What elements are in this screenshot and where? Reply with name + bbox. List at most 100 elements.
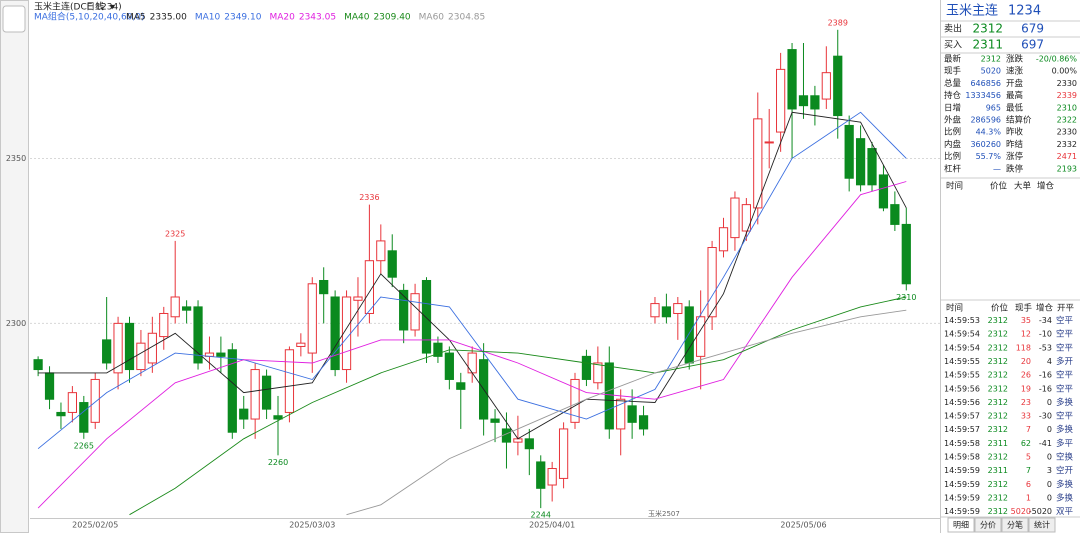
candle-body bbox=[730, 197, 740, 239]
trade-change: 3 bbox=[1047, 466, 1052, 475]
tab[interactable] bbox=[1028, 517, 1056, 533]
trade-volume: 62 bbox=[1021, 439, 1031, 448]
x-tick-label: 2025/04/01 bbox=[529, 521, 575, 530]
candle-body bbox=[661, 306, 672, 318]
tab[interactable] bbox=[1001, 517, 1029, 533]
x-tick-label: 2025/02/05 bbox=[72, 521, 118, 530]
left-button[interactable] bbox=[2, 5, 26, 33]
candle-body bbox=[319, 279, 329, 295]
candle-body bbox=[673, 303, 683, 314]
quote-value: 2193 bbox=[1057, 164, 1077, 173]
trade-change: -16 bbox=[1039, 384, 1052, 393]
legend-name: MA60 bbox=[419, 13, 445, 23]
candle-body bbox=[399, 289, 409, 331]
quote-label: 最低 bbox=[1006, 102, 1024, 113]
trade-time: 14:59:57 bbox=[944, 425, 980, 434]
period[interactable]: 日线 bbox=[86, 1, 104, 13]
candle-body bbox=[776, 68, 786, 133]
trade-type: 空平 bbox=[1056, 383, 1074, 394]
candle-body bbox=[216, 352, 226, 357]
ma-line bbox=[38, 111, 907, 440]
tab[interactable] bbox=[974, 517, 1002, 533]
trade-change: -30 bbox=[1039, 412, 1052, 421]
ma-label: MA组合(5,10,20,40,60,0) bbox=[34, 11, 145, 23]
trade-change: -41 bbox=[1039, 439, 1052, 448]
contract-note: 玉米2507 bbox=[648, 509, 680, 518]
candle-body bbox=[513, 438, 523, 443]
tab-label[interactable]: 分笔 bbox=[1007, 520, 1023, 530]
trade-change: 4 bbox=[1047, 357, 1052, 366]
trade-volume: 33 bbox=[1021, 412, 1031, 421]
trade-time: 14:59:57 bbox=[944, 412, 980, 421]
low-label: 2310 bbox=[896, 293, 916, 302]
tab-label[interactable]: 明细 bbox=[953, 520, 969, 530]
bid-volume: 697 bbox=[1021, 38, 1044, 52]
tab[interactable] bbox=[947, 517, 975, 533]
quote-value: 55.7% bbox=[976, 152, 1002, 161]
quote-value: 646856 bbox=[970, 79, 1001, 88]
quote-label: 开盘 bbox=[1006, 78, 1024, 89]
candle-body bbox=[56, 411, 66, 417]
trade-price: 2312 bbox=[988, 330, 1008, 339]
trade-type: 多换 bbox=[1056, 397, 1074, 408]
trade-type: 多平 bbox=[1056, 438, 1074, 449]
quote-label: 日增 bbox=[944, 102, 961, 113]
tab-label[interactable]: 统计 bbox=[1034, 520, 1050, 530]
legend-value: 2304.85 bbox=[448, 13, 485, 23]
quote-value: 44.3% bbox=[976, 128, 1002, 137]
quote-label: 涨停 bbox=[1006, 151, 1024, 162]
quote-value: 0.00% bbox=[1052, 67, 1078, 76]
candle-body bbox=[239, 408, 249, 420]
candle-body bbox=[467, 352, 477, 374]
trade-type: 空平 bbox=[1056, 370, 1074, 381]
intraday-header: 增仓 bbox=[1037, 181, 1055, 192]
trade-type: 多换 bbox=[1056, 479, 1074, 490]
quote-value: 2330 bbox=[1057, 79, 1077, 88]
trade-change: -5020 bbox=[1029, 507, 1052, 516]
trade-volume: 5 bbox=[1026, 453, 1031, 462]
intraday-header: 时间 bbox=[946, 181, 963, 192]
low-label: 2244 bbox=[531, 511, 551, 520]
trade-time: 14:59:59 bbox=[944, 466, 980, 475]
candle-body bbox=[821, 72, 831, 100]
candle-body bbox=[433, 342, 443, 357]
tab-label[interactable]: 分价 bbox=[980, 521, 996, 530]
x-tick-label: 2025/05/06 bbox=[780, 521, 826, 530]
trade-header: 价位 bbox=[991, 303, 1009, 314]
trade-type: 空平 bbox=[1056, 411, 1074, 422]
candle-body bbox=[627, 405, 637, 423]
quote-value: 2322 bbox=[1057, 116, 1077, 125]
trade-change: -53 bbox=[1039, 343, 1052, 352]
candle-body bbox=[593, 362, 603, 384]
period-dropdown[interactable]: ▾ bbox=[110, 3, 115, 13]
trade-price: 2312 bbox=[988, 480, 1008, 489]
chart-title: 玉米主连(DCE 1234) bbox=[34, 1, 122, 13]
candle-body bbox=[753, 118, 763, 209]
candle-body bbox=[547, 468, 557, 486]
trade-price: 2312 bbox=[988, 384, 1008, 393]
trade-price: 2312 bbox=[988, 343, 1008, 352]
candle-body bbox=[33, 359, 43, 371]
quote-value: — bbox=[993, 164, 1001, 173]
candle-body bbox=[798, 95, 809, 107]
trade-change: 0 bbox=[1047, 493, 1052, 502]
candle-body bbox=[570, 378, 580, 423]
quote-value: 2312 bbox=[981, 55, 1001, 64]
candle-body bbox=[193, 306, 203, 364]
quote-label: 比例 bbox=[944, 151, 961, 162]
candle-body bbox=[387, 250, 397, 278]
quote-value: 2339 bbox=[1057, 91, 1077, 100]
candle-body bbox=[421, 279, 432, 354]
trade-price: 2312 bbox=[988, 398, 1008, 407]
candle-body bbox=[787, 49, 797, 110]
candle-body bbox=[650, 303, 660, 318]
candle-body bbox=[307, 283, 317, 354]
y-tick-label: 2350 bbox=[6, 154, 26, 163]
candle-body bbox=[90, 378, 100, 423]
candle-body bbox=[227, 349, 237, 433]
trade-type: 空平 bbox=[1056, 329, 1074, 340]
ask-volume: 679 bbox=[1021, 22, 1044, 36]
low-label: 2265 bbox=[74, 441, 94, 450]
candle-body bbox=[638, 415, 649, 430]
